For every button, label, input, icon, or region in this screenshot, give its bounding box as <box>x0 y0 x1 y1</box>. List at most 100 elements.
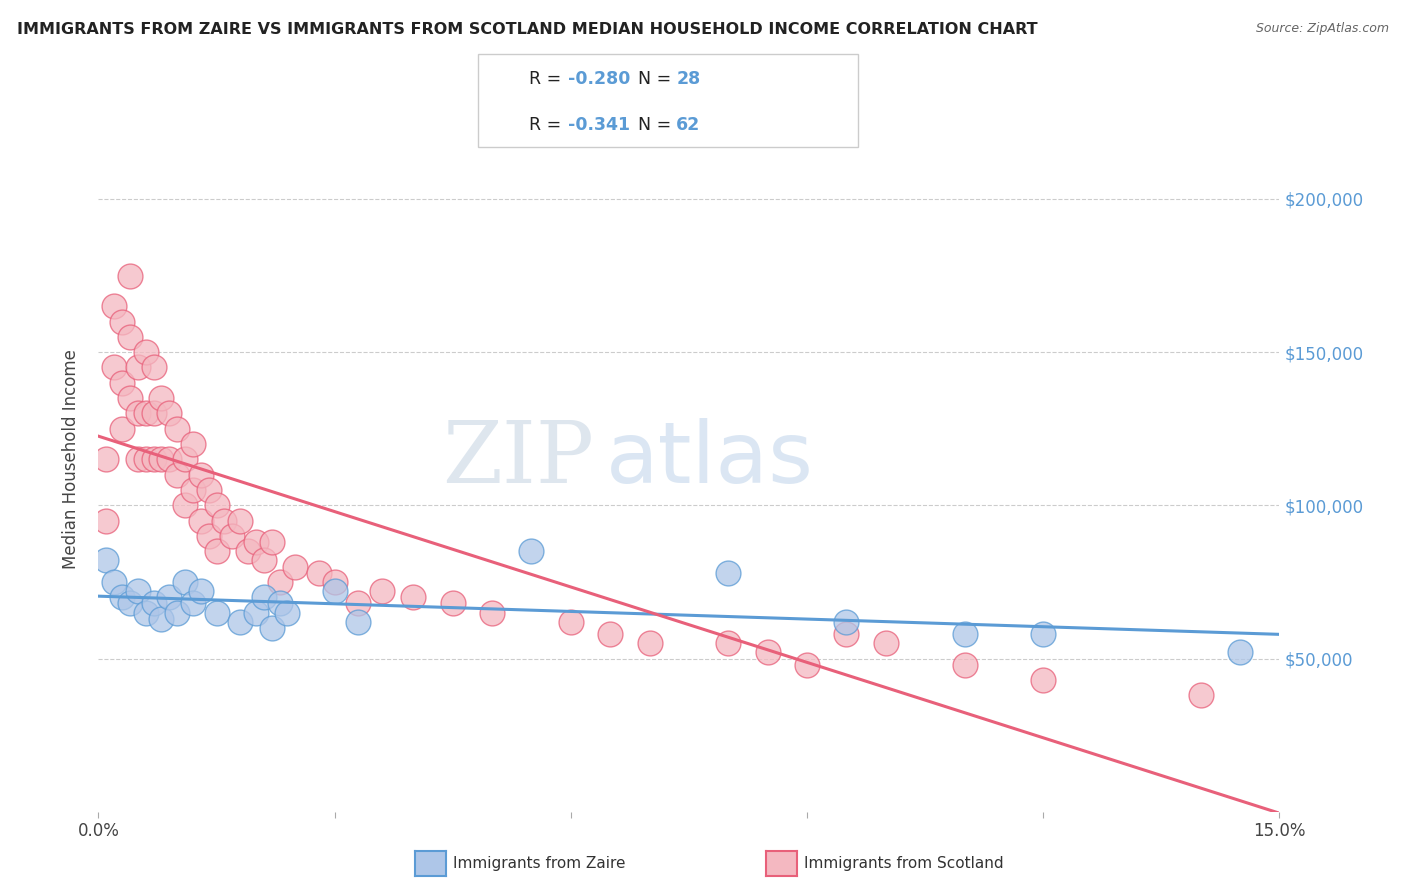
Point <box>157 452 180 467</box>
Point <box>118 268 141 283</box>
Point <box>245 606 267 620</box>
Point <box>402 591 425 605</box>
Point <box>174 499 197 513</box>
Point <box>166 606 188 620</box>
Point <box>96 514 118 528</box>
Point <box>229 514 252 528</box>
Point <box>205 499 228 513</box>
Point <box>638 636 661 650</box>
Point <box>190 514 212 528</box>
Point <box>875 636 897 650</box>
Point <box>214 514 236 528</box>
Point <box>127 360 149 375</box>
Point <box>111 314 134 328</box>
Point <box>1032 673 1054 687</box>
Point <box>142 406 165 420</box>
Point <box>796 657 818 672</box>
Text: IMMIGRANTS FROM ZAIRE VS IMMIGRANTS FROM SCOTLAND MEDIAN HOUSEHOLD INCOME CORREL: IMMIGRANTS FROM ZAIRE VS IMMIGRANTS FROM… <box>17 22 1038 37</box>
Text: -0.280: -0.280 <box>568 70 630 88</box>
Point <box>1032 627 1054 641</box>
Point <box>118 330 141 344</box>
Point <box>96 553 118 567</box>
Point <box>953 657 976 672</box>
Point <box>835 627 858 641</box>
Point <box>103 299 125 313</box>
Point <box>253 591 276 605</box>
Text: -0.341: -0.341 <box>568 116 630 134</box>
Point <box>127 452 149 467</box>
Point <box>174 452 197 467</box>
Point <box>1189 688 1212 702</box>
Point <box>481 606 503 620</box>
Point <box>142 360 165 375</box>
Point <box>181 437 204 451</box>
Point <box>174 574 197 589</box>
Point <box>150 391 173 405</box>
Point <box>135 345 157 359</box>
Text: R =: R = <box>529 70 567 88</box>
Text: Source: ZipAtlas.com: Source: ZipAtlas.com <box>1256 22 1389 36</box>
Point <box>229 615 252 629</box>
Point <box>308 566 330 580</box>
Point <box>157 591 180 605</box>
Text: 62: 62 <box>676 116 700 134</box>
Point <box>142 452 165 467</box>
Point <box>221 529 243 543</box>
Point <box>166 422 188 436</box>
Point <box>260 535 283 549</box>
Text: ZIP: ZIP <box>443 417 595 501</box>
Point <box>111 376 134 390</box>
Text: N =: N = <box>627 116 676 134</box>
Point <box>135 452 157 467</box>
Point <box>190 467 212 482</box>
Text: Immigrants from Zaire: Immigrants from Zaire <box>453 856 626 871</box>
Point <box>253 553 276 567</box>
Point <box>1229 645 1251 659</box>
Point <box>157 406 180 420</box>
Point <box>276 606 298 620</box>
Point <box>205 606 228 620</box>
Point <box>245 535 267 549</box>
Point <box>103 574 125 589</box>
Point <box>835 615 858 629</box>
Point <box>260 621 283 635</box>
Point <box>205 544 228 558</box>
Point <box>269 596 291 610</box>
Point <box>441 596 464 610</box>
Point <box>181 483 204 497</box>
Point <box>323 584 346 599</box>
Point <box>371 584 394 599</box>
Point <box>181 596 204 610</box>
Point <box>118 596 141 610</box>
Point <box>127 584 149 599</box>
Point <box>197 529 219 543</box>
Text: N =: N = <box>627 70 676 88</box>
Point <box>118 391 141 405</box>
Point <box>166 467 188 482</box>
Point <box>347 596 370 610</box>
Point <box>111 591 134 605</box>
Point <box>756 645 779 659</box>
Point <box>236 544 259 558</box>
Point <box>520 544 543 558</box>
Point <box>717 636 740 650</box>
Point <box>717 566 740 580</box>
Point <box>150 612 173 626</box>
Point <box>103 360 125 375</box>
Point <box>560 615 582 629</box>
Point <box>323 574 346 589</box>
Point <box>347 615 370 629</box>
Point <box>150 452 173 467</box>
Text: 28: 28 <box>676 70 700 88</box>
Point <box>135 606 157 620</box>
Text: Immigrants from Scotland: Immigrants from Scotland <box>804 856 1004 871</box>
Point <box>953 627 976 641</box>
Point <box>190 584 212 599</box>
Point <box>599 627 621 641</box>
Point <box>197 483 219 497</box>
Point <box>269 574 291 589</box>
Text: R =: R = <box>529 116 567 134</box>
Y-axis label: Median Household Income: Median Household Income <box>62 350 80 569</box>
Point <box>284 559 307 574</box>
Point <box>111 422 134 436</box>
